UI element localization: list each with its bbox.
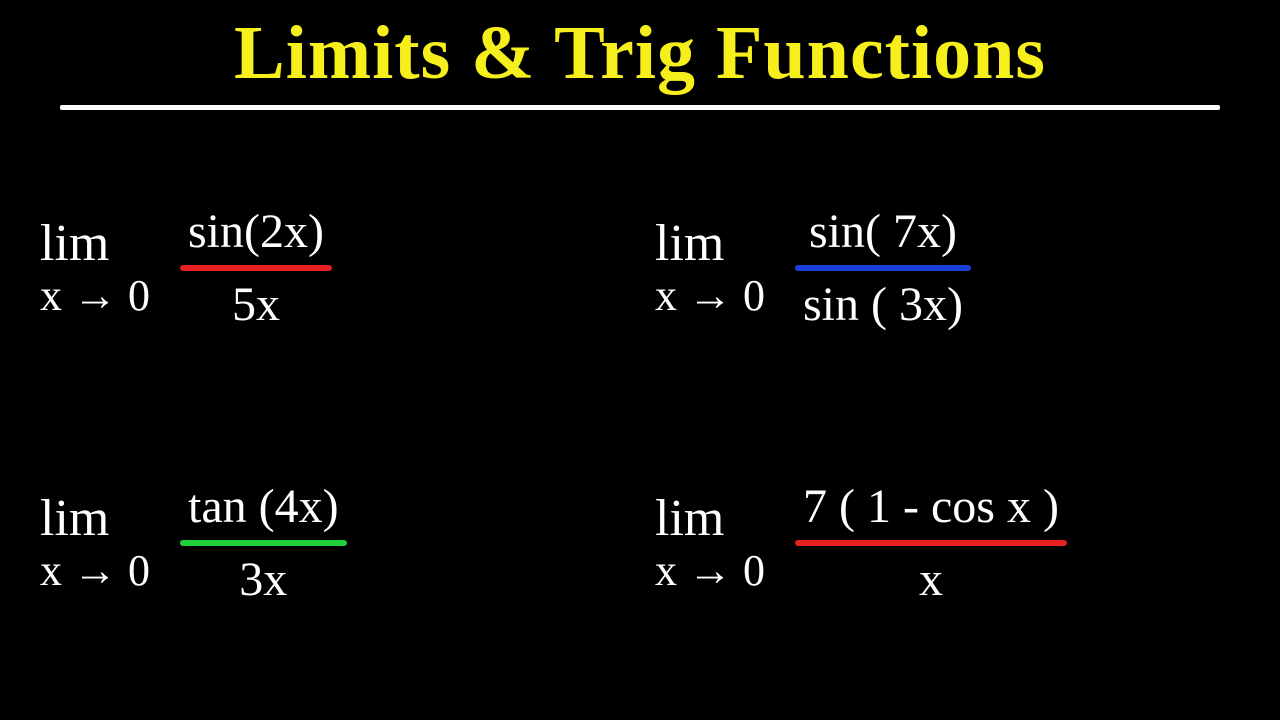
numerator: tan (4x) (180, 479, 347, 534)
problem-4: lim x → 0 7 ( 1 - cos x ) x (655, 415, 1240, 670)
numerator: 7 ( 1 - cos x ) (795, 479, 1067, 534)
lim-approach: x → 0 (655, 547, 765, 595)
fraction: sin(2x) 5x (180, 204, 332, 332)
limit-notation: lim x → 0 (40, 215, 150, 321)
lim-text: lim (40, 215, 109, 272)
lim-text: lim (40, 490, 109, 547)
fraction: 7 ( 1 - cos x ) x (795, 479, 1067, 607)
problem-2: lim x → 0 sin( 7x) sin ( 3x) (655, 140, 1240, 395)
denominator: x (911, 552, 951, 607)
fraction: tan (4x) 3x (180, 479, 347, 607)
numerator: sin(2x) (180, 204, 332, 259)
fraction-bar (180, 540, 347, 546)
limit-notation: lim x → 0 (655, 215, 765, 321)
lim-approach: x → 0 (655, 272, 765, 320)
fraction: sin( 7x) sin ( 3x) (795, 204, 971, 332)
fraction-bar (795, 265, 971, 271)
problem-1: lim x → 0 sin(2x) 5x (40, 140, 625, 395)
numerator: sin( 7x) (801, 204, 965, 259)
lim-text: lim (655, 215, 724, 272)
denominator: 5x (224, 277, 288, 332)
problems-grid: lim x → 0 sin(2x) 5x lim x → 0 sin( 7x) … (0, 110, 1280, 690)
denominator: sin ( 3x) (795, 277, 971, 332)
page-title: Limits & Trig Functions (0, 0, 1280, 97)
problem-3: lim x → 0 tan (4x) 3x (40, 415, 625, 670)
limit-notation: lim x → 0 (40, 490, 150, 596)
limit-notation: lim x → 0 (655, 490, 765, 596)
fraction-bar (180, 265, 332, 271)
lim-approach: x → 0 (40, 547, 150, 595)
fraction-bar (795, 540, 1067, 546)
denominator: 3x (231, 552, 295, 607)
lim-text: lim (655, 490, 724, 547)
lim-approach: x → 0 (40, 272, 150, 320)
